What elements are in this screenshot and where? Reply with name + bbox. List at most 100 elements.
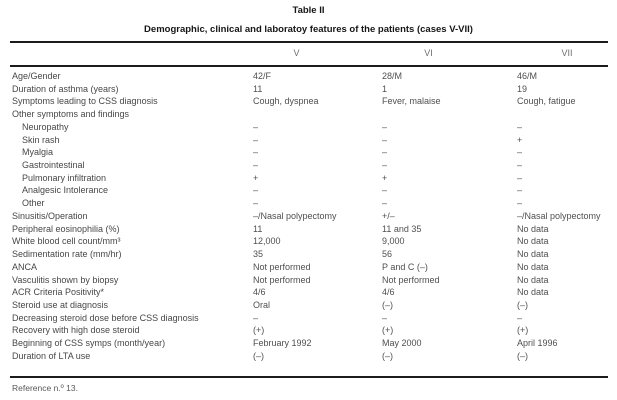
table-row: Decreasing steroid dose before CSS diagn… bbox=[12, 313, 617, 326]
cell-value: – bbox=[517, 121, 523, 132]
cell-value: + bbox=[382, 172, 388, 183]
row-label: Other symptoms and findings bbox=[12, 109, 130, 120]
table-row: Peripheral eosinophilia (%) 11 11 and 35 No… bbox=[12, 224, 617, 237]
table-header-row: V VI VII bbox=[12, 48, 617, 58]
cell-value: February 1992 bbox=[253, 338, 312, 349]
cell-value: May 2000 bbox=[382, 338, 422, 349]
cell-value: – bbox=[382, 134, 388, 145]
row-label: Peripheral eosinophilia (%) bbox=[12, 223, 120, 234]
cell-value: – bbox=[517, 147, 523, 158]
row-label: Neuropathy bbox=[22, 121, 69, 132]
cell-value: 12,000 bbox=[253, 236, 281, 247]
row-label: Analgesic Intolerance bbox=[22, 185, 109, 196]
cell-value: +/– bbox=[382, 210, 395, 221]
cell-value: (–) bbox=[517, 299, 528, 310]
cell-value: – bbox=[382, 312, 388, 323]
cell-value: – bbox=[253, 147, 259, 158]
cell-value: – bbox=[253, 185, 259, 196]
table-row: Beginning of CSS symps (month/year) Febru… bbox=[12, 338, 617, 351]
table-row: Sinusitis/Operation –/Nasal polypectomy +/… bbox=[12, 211, 617, 224]
cell-value: 19 bbox=[517, 83, 528, 94]
header-rule-divider bbox=[10, 65, 608, 67]
row-label: Duration of LTA use bbox=[12, 350, 91, 361]
table-row: ACR Criteria Positivity* 4/6 4/6 No data bbox=[12, 287, 617, 300]
cell-value: (–) bbox=[253, 350, 264, 361]
table-row: Analgesic Intolerance – – – bbox=[12, 185, 617, 198]
bottom-rule-divider bbox=[10, 376, 608, 378]
row-label: Beginning of CSS symps (month/year) bbox=[12, 338, 166, 349]
top-rule-divider bbox=[10, 41, 608, 43]
cell-value: – bbox=[382, 147, 388, 158]
table-row: ANCA Not performed P and C (–) No data bbox=[12, 262, 617, 275]
row-label: Age/Gender bbox=[12, 71, 61, 81]
cell-value: Not performed bbox=[253, 274, 311, 285]
cell-value: (–) bbox=[517, 350, 528, 361]
row-label: Pulmonary infiltration bbox=[22, 172, 107, 183]
cell-value: + bbox=[517, 134, 523, 145]
table-row: Recovery with high dose steroid (+) (+) (+) bbox=[12, 325, 617, 338]
table-row: White blood cell count/mm³ 12,000 9,000 No … bbox=[12, 236, 617, 249]
row-label: Other bbox=[22, 198, 45, 209]
column-header-case-vii: VII bbox=[561, 48, 573, 58]
cell-value: – bbox=[517, 198, 523, 209]
table-row: Vasculitis shown by biopsy Not performed N… bbox=[12, 275, 617, 288]
row-label: Myalgia bbox=[22, 147, 54, 158]
row-label: Sinusitis/Operation bbox=[12, 210, 88, 221]
cell-value: – bbox=[517, 160, 523, 171]
row-label: Vasculitis shown by biopsy bbox=[12, 274, 119, 285]
table-body: Age/Gender 42/F 28/M 46/M Duration of asthma… bbox=[12, 71, 617, 364]
cell-value: – bbox=[253, 312, 259, 323]
cell-value: 4/6 bbox=[382, 287, 395, 298]
row-label: Duration of asthma (years) bbox=[12, 83, 119, 94]
cell-value: – bbox=[382, 185, 388, 196]
cell-value: – bbox=[253, 198, 259, 209]
cell-value: Cough, dyspnea bbox=[253, 96, 319, 107]
cell-value: 4/6 bbox=[253, 287, 266, 298]
cell-value: No data bbox=[517, 274, 549, 285]
table-row: Other – – – bbox=[12, 198, 617, 211]
cell-value: 1 bbox=[382, 83, 388, 94]
cell-value: – bbox=[517, 185, 523, 196]
table-row: Duration of asthma (years) 11 1 19 bbox=[12, 84, 617, 97]
table-number-title: Table II bbox=[292, 5, 325, 16]
cell-value: – bbox=[517, 172, 523, 183]
table-row: Steroid use at diagnosis Oral (–) (–) bbox=[12, 300, 617, 313]
row-label: Decreasing steroid dose before CSS diagn… bbox=[12, 312, 199, 323]
cell-value: (+) bbox=[517, 325, 529, 336]
cell-value: Cough, fatigue bbox=[517, 96, 576, 107]
column-header-case-vi: VI bbox=[424, 48, 433, 58]
cell-value: – bbox=[382, 121, 388, 132]
cell-value: (+) bbox=[382, 325, 394, 336]
cell-value: 35 bbox=[253, 249, 264, 260]
row-label: White blood cell count/mm³ bbox=[12, 236, 121, 247]
table-row: Symptoms leading to CSS diagnosis Cough, … bbox=[12, 96, 617, 109]
row-label: Steroid use at diagnosis bbox=[12, 299, 109, 310]
row-label: ANCA bbox=[12, 261, 38, 272]
reference-note: Reference n.º 13. bbox=[12, 383, 78, 393]
cell-value: – bbox=[382, 198, 388, 209]
cell-value: (–) bbox=[382, 299, 393, 310]
cell-value: No data bbox=[517, 223, 549, 234]
cell-value: (–) bbox=[382, 350, 393, 361]
row-label: Symptoms leading to CSS diagnosis bbox=[12, 96, 158, 107]
table-subtitle: Demographic, clinical and laboratoy feat… bbox=[144, 24, 473, 35]
cell-value: 46/M bbox=[517, 71, 538, 81]
table-row: Duration of LTA use (–) (–) (–) bbox=[12, 351, 617, 364]
table-row: Gastrointestinal – – – bbox=[12, 160, 617, 173]
cell-value: –/Nasal polypectomy bbox=[517, 210, 601, 221]
cell-value: 42/F bbox=[253, 71, 272, 81]
cell-value: – bbox=[253, 134, 259, 145]
cell-value: P and C (–) bbox=[382, 261, 428, 272]
cell-value: 11 and 35 bbox=[382, 223, 422, 234]
row-label: Skin rash bbox=[22, 134, 60, 145]
row-label: Gastrointestinal bbox=[22, 160, 85, 171]
cell-value: No data bbox=[517, 249, 549, 260]
cell-value: –/Nasal polypectomy bbox=[253, 210, 337, 221]
cell-value: Fever, malaise bbox=[382, 96, 441, 107]
cell-value: No data bbox=[517, 236, 549, 247]
table-row: Myalgia – – – bbox=[12, 147, 617, 160]
table-row: Pulmonary infiltration + + – bbox=[12, 173, 617, 186]
column-header-case-v: V bbox=[293, 48, 300, 58]
cell-value: April 1996 bbox=[517, 338, 558, 349]
